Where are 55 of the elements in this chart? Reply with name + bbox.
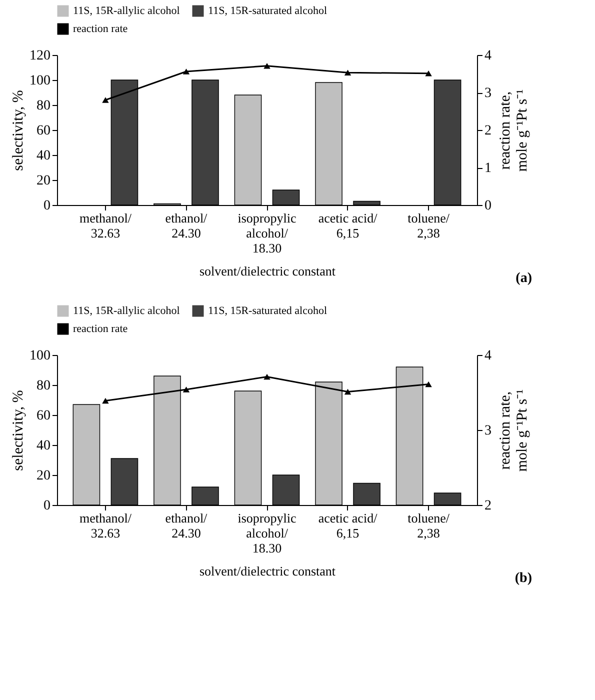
legend-label: 11S, 15R-saturated alcohol: [208, 5, 328, 17]
y2-tick-label: 1: [484, 161, 492, 176]
text: (a): [516, 271, 532, 286]
y2-tick-label: 4: [484, 348, 492, 364]
point: [182, 68, 190, 74]
x-axis-title: solvent/dielectric constant: [199, 564, 336, 578]
y-tick-label: 80: [36, 98, 50, 114]
x-tick-label: acetic acid/ 6,15: [318, 210, 378, 240]
point: [264, 374, 270, 380]
y2-tick-label: 3: [484, 424, 492, 438]
legend-label: reaction rate: [73, 323, 128, 335]
y-tick-label: 20: [36, 174, 50, 188]
legend-label: 11S, 15R-allylic alcohol: [73, 5, 180, 17]
y2-tick-label: 2: [484, 498, 492, 514]
x-tick-label: ethanol/ 24.30: [165, 510, 208, 540]
y-tick-label: 40: [36, 148, 50, 164]
y-tick-label: 40: [36, 438, 50, 454]
point: [425, 70, 432, 76]
y-tick-label: 120: [30, 48, 50, 64]
x-tick-label: toluene/ 2,38: [408, 510, 450, 540]
y-tick-label: 60: [36, 408, 50, 424]
y-axis-title: selectivity, %: [10, 390, 26, 471]
x-tick-label: ethanol/ 24.30: [165, 210, 208, 240]
x-tick-label: acetic acid/ 6,15: [318, 510, 378, 540]
y-tick-label: 60: [36, 124, 50, 138]
text: (b): [514, 571, 532, 586]
legend-label: 11S, 15R-allylic alcohol: [73, 305, 180, 317]
y2-tick-label: 3: [484, 86, 492, 101]
y-tick-label: 0: [44, 198, 50, 214]
x-tick-label: toluene/ 2,38: [408, 210, 450, 240]
y-tick-label: 100: [30, 348, 50, 364]
y2-tick-label: 4: [484, 48, 492, 64]
x-tick-label: methanol/ 32.63: [79, 210, 132, 240]
point: [102, 398, 109, 404]
y2-axis-title: reaction rate, mole g⁻¹Pt s⁻¹: [498, 89, 530, 172]
x-tick-label: isopropylic alcohol/ 18.30: [238, 210, 296, 256]
point: [425, 381, 432, 388]
x-tick-label: methanol/ 32.63: [79, 510, 132, 540]
y-tick-label: 100: [30, 74, 50, 88]
x-tick-label: isopropylic alcohol/ 18.30: [238, 510, 296, 556]
y-tick-label: 20: [36, 468, 50, 484]
legend-label: reaction rate: [73, 23, 128, 35]
point: [102, 97, 109, 103]
y-tick-label: 0: [44, 498, 50, 514]
y-axis-title: selectivity, %: [10, 90, 26, 171]
y2-tick-label: 0: [484, 198, 492, 214]
point: [264, 62, 270, 69]
point: [344, 388, 352, 395]
y2-tick-label: 2: [484, 124, 492, 138]
legend-label: 11S, 15R-saturated alcohol: [208, 305, 328, 317]
point: [344, 70, 352, 76]
x-axis-title: solvent/dielectric constant: [199, 264, 336, 278]
y2-axis-title: reaction rate, mole g⁻¹Pt s⁻¹: [498, 389, 530, 472]
point: [182, 386, 190, 392]
y-tick-label: 80: [36, 378, 50, 394]
